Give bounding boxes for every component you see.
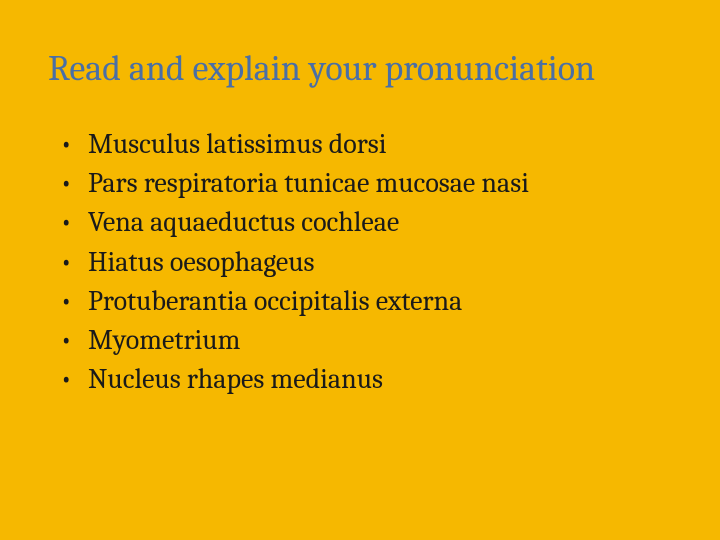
bullet-icon: • xyxy=(60,243,88,282)
slide-title: Read and explain your pronunciation xyxy=(48,48,680,89)
list-item: • Nucleus rhapes medianus xyxy=(60,360,680,399)
list-item: • Myometrium xyxy=(60,321,680,360)
list-item: • Musculus latissimus dorsi xyxy=(60,125,680,164)
bullet-icon: • xyxy=(60,125,88,164)
bullet-icon: • xyxy=(60,360,88,399)
list-item-text: Myometrium xyxy=(88,321,680,360)
list-item: • Protuberantia occipitalis externa xyxy=(60,282,680,321)
list-item: • Pars respiratoria tunicae mucosae nasi xyxy=(60,164,680,203)
list-item-text: Hiatus oesophageus xyxy=(88,243,680,282)
list-item-text: Vena aquaeductus cochleae xyxy=(88,203,680,242)
list-item: • Hiatus oesophageus xyxy=(60,243,680,282)
list-item-text: Nucleus rhapes medianus xyxy=(88,360,680,399)
list-item-text: Musculus latissimus dorsi xyxy=(88,125,680,164)
bullet-icon: • xyxy=(60,321,88,360)
bullet-icon: • xyxy=(60,282,88,321)
bullet-icon: • xyxy=(60,164,88,203)
bullet-icon: • xyxy=(60,203,88,242)
list-item-text: Protuberantia occipitalis externa xyxy=(88,282,680,321)
list-item-text: Pars respiratoria tunicae mucosae nasi xyxy=(88,164,680,203)
list-item: • Vena aquaeductus cochleae xyxy=(60,203,680,242)
bullet-list: • Musculus latissimus dorsi • Pars respi… xyxy=(48,125,680,399)
